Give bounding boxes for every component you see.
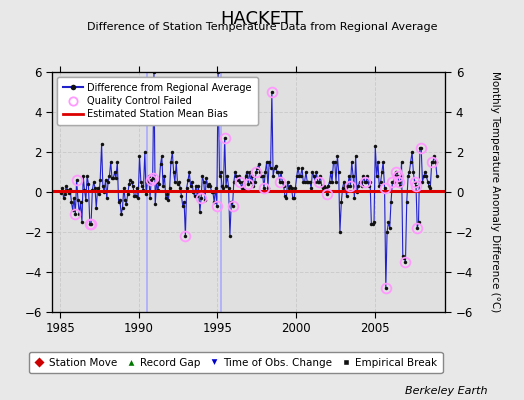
Text: HACKETT: HACKETT (221, 10, 303, 28)
Legend: Difference from Regional Average, Quality Control Failed, Estimated Station Mean: Difference from Regional Average, Qualit… (57, 77, 258, 125)
Y-axis label: Monthly Temperature Anomaly Difference (°C): Monthly Temperature Anomaly Difference (… (490, 71, 500, 313)
Legend: Station Move, Record Gap, Time of Obs. Change, Empirical Break: Station Move, Record Gap, Time of Obs. C… (29, 352, 443, 373)
Text: Difference of Station Temperature Data from Regional Average: Difference of Station Temperature Data f… (87, 22, 437, 32)
Text: Berkeley Earth: Berkeley Earth (405, 386, 487, 396)
